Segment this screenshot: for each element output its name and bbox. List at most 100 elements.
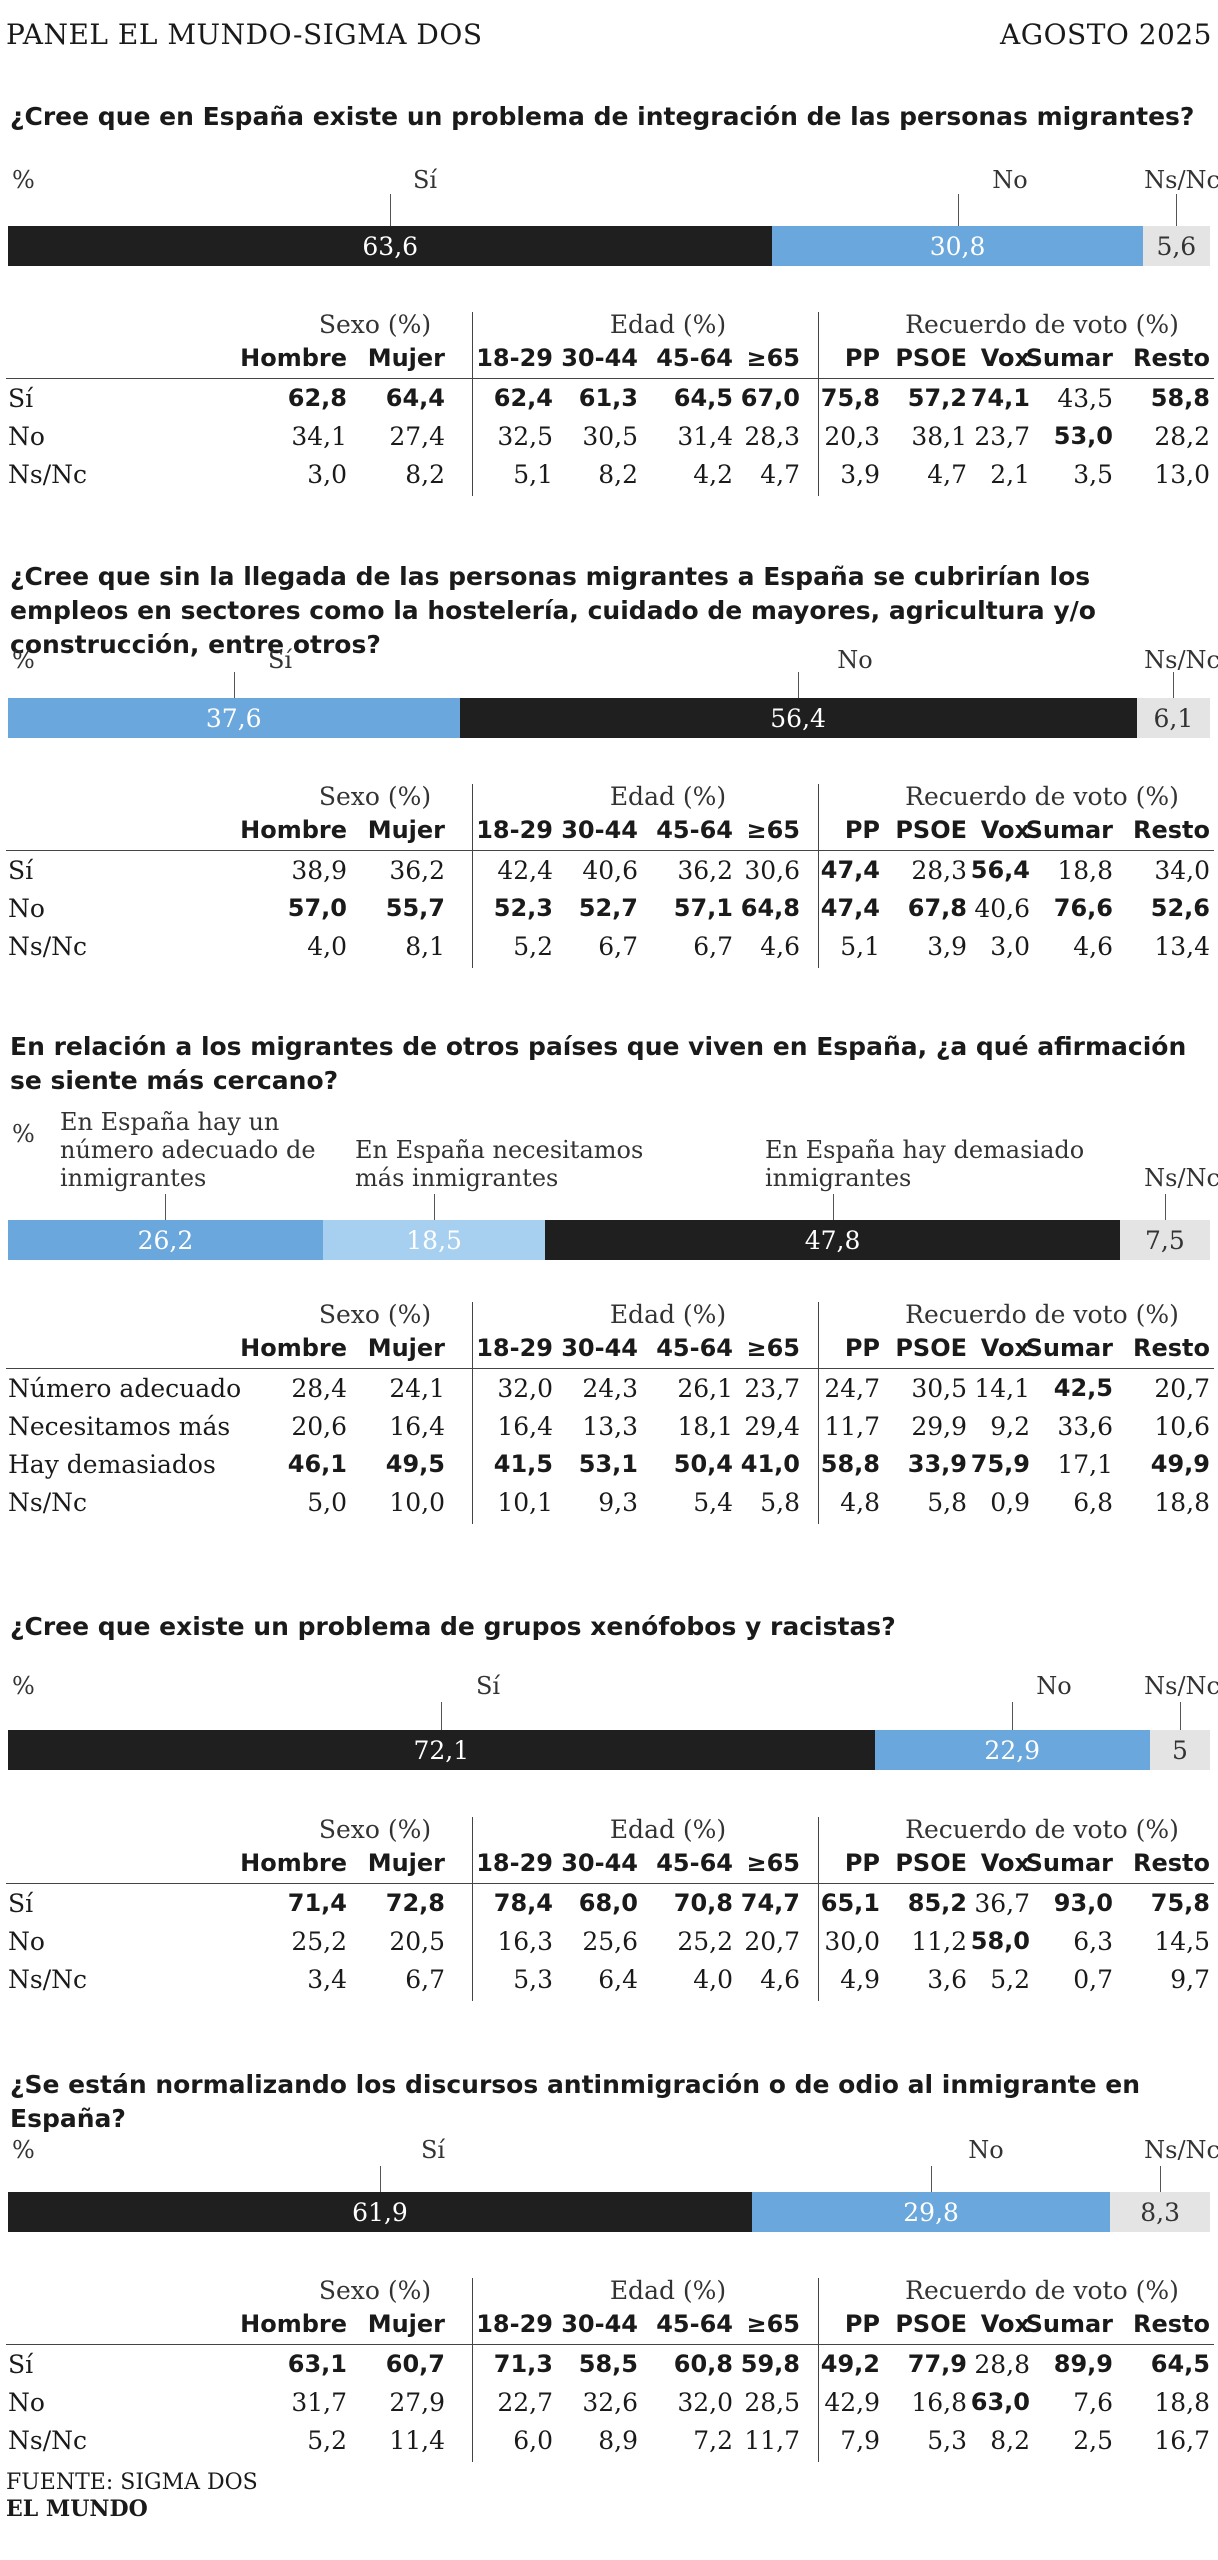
table-cell: 63,1	[287, 2350, 347, 2378]
column-header-pp: PP	[844, 2310, 880, 2338]
column-header-mujer: Mujer	[367, 344, 445, 372]
table-cell: 56,4	[970, 856, 1030, 884]
column-header-resto: Resto	[1132, 2310, 1210, 2338]
column-header-18-29: 18-29	[476, 1849, 553, 1877]
group-divider	[818, 1302, 819, 1524]
table-cell: 0,7	[1073, 1965, 1113, 1994]
table-cell: 6,7	[693, 932, 733, 961]
table-cell: 36,2	[677, 856, 733, 885]
series-label: En España hay demasiado inmigrantes	[765, 1136, 1085, 1192]
table-cell: 2,5	[1073, 2426, 1113, 2455]
table-row-label: Sí	[8, 856, 34, 885]
table-cell: 52,3	[493, 894, 553, 922]
table-cell: 64,8	[740, 894, 800, 922]
table-row-label: Ns/Nc	[8, 932, 88, 961]
table-cell: 10,6	[1154, 1412, 1210, 1441]
series-tick	[1180, 1702, 1181, 1730]
series-label: Ns/Nc	[1144, 646, 1218, 674]
table-cell: 31,7	[291, 2388, 347, 2417]
table-cell: 18,8	[1154, 2388, 1210, 2417]
column-header-30-44: 30-44	[561, 344, 638, 372]
column-header-psoe: PSOE	[895, 816, 967, 844]
table-cell: 34,0	[1154, 856, 1210, 885]
table-cell: 6,7	[598, 932, 638, 961]
table-cell: 49,2	[820, 2350, 880, 2378]
table-row-label: Sí	[8, 384, 34, 413]
table-row-label: No	[8, 894, 45, 923]
table-cell: 89,9	[1053, 2350, 1113, 2378]
table-cell: 18,8	[1057, 856, 1113, 885]
table-cell: 53,0	[1053, 422, 1113, 450]
table-cell: 5,3	[927, 2426, 967, 2455]
column-header-sumar: Sumar	[1025, 344, 1113, 372]
series-label: En España necesitamos más inmigrantes	[355, 1136, 644, 1192]
table-cell: 18,1	[677, 1412, 733, 1441]
table-cell: 20,7	[744, 1927, 800, 1956]
table-cell: 16,8	[911, 2388, 967, 2417]
column-header-30-44: 30-44	[561, 1849, 638, 1877]
column-header-ge65: ≥65	[746, 2310, 800, 2338]
table-cell: 4,2	[693, 460, 733, 489]
column-header-18-29: 18-29	[476, 816, 553, 844]
table-cell: 5,8	[760, 1488, 800, 1517]
group-divider	[472, 1817, 473, 2001]
table-cell: 58,5	[578, 2350, 638, 2378]
table-cell: 64,5	[1150, 2350, 1210, 2378]
table-cell: 49,5	[385, 1450, 445, 1478]
group-header-sexo: Sexo (%)	[318, 1815, 432, 1844]
table-cell: 43,5	[1057, 384, 1113, 413]
group-header-recuerdo-de-voto: Recuerdo de voto (%)	[905, 782, 1179, 811]
group-header-sexo: Sexo (%)	[318, 310, 432, 339]
table-cell: 34,1	[291, 422, 347, 451]
table-cell: 5,8	[927, 1488, 967, 1517]
bar-segment-si: 63,6	[8, 226, 773, 266]
group-divider	[818, 1817, 819, 2001]
table-cell: 8,1	[405, 932, 445, 961]
series-label: Sí	[420, 2136, 446, 2164]
table-header-rule	[6, 1883, 1214, 1884]
column-header-resto: Resto	[1132, 1849, 1210, 1877]
table-row-label: Ns/Nc	[8, 1488, 88, 1517]
group-header-recuerdo-de-voto: Recuerdo de voto (%)	[905, 1815, 1179, 1844]
table-cell: 4,0	[693, 1965, 733, 1994]
table-cell: 64,5	[673, 384, 733, 412]
table-cell: 71,4	[287, 1889, 347, 1917]
table-cell: 5,4	[693, 1488, 733, 1517]
bar-segment-en-espana-hay-un-numero-adecuado-de-inmi: 26,2	[8, 1220, 323, 1260]
series-label: Ns/Nc	[1144, 1672, 1218, 1700]
table-cell: 40,6	[974, 894, 1030, 923]
table-row-label: No	[8, 1927, 45, 1956]
table-cell: 30,6	[744, 856, 800, 885]
table-cell: 23,7	[974, 422, 1030, 451]
series-tick	[234, 672, 235, 698]
table-cell: 42,5	[1053, 1374, 1113, 1402]
bar-segment-en-espana-necesitamos-mas-inmigrantes: 18,5	[322, 1220, 546, 1260]
table-cell: 8,2	[990, 2426, 1030, 2455]
column-header-30-44: 30-44	[561, 1334, 638, 1362]
table-cell: 30,5	[911, 1374, 967, 1403]
question-title: ¿Cree que existe un problema de grupos x…	[10, 1612, 896, 1641]
table-cell: 28,3	[911, 856, 967, 885]
bar-segment-no: 29,8	[752, 2192, 1111, 2232]
source-label: FUENTE: SIGMA DOS	[6, 2470, 258, 2495]
table-cell: 70,8	[673, 1889, 733, 1917]
table-cell: 10,1	[497, 1488, 553, 1517]
group-divider	[472, 2278, 473, 2462]
table-cell: 4,7	[927, 460, 967, 489]
table-cell: 13,3	[582, 1412, 638, 1441]
table-cell: 6,7	[405, 1965, 445, 1994]
table-cell: 60,8	[673, 2350, 733, 2378]
table-cell: 55,7	[385, 894, 445, 922]
column-header-vox: Vox	[980, 2310, 1030, 2338]
table-cell: 3,9	[840, 460, 880, 489]
table-cell: 68,0	[578, 1889, 638, 1917]
column-header-sumar: Sumar	[1025, 1334, 1113, 1362]
column-header-hombre: Hombre	[240, 2310, 347, 2338]
table-cell: 26,1	[677, 1374, 733, 1403]
table-cell: 72,8	[385, 1889, 445, 1917]
column-header-45-64: 45-64	[656, 816, 733, 844]
group-divider	[472, 1302, 473, 1524]
column-header-18-29: 18-29	[476, 1334, 553, 1362]
column-header-ge65: ≥65	[746, 1849, 800, 1877]
table-cell: 20,7	[1154, 1374, 1210, 1403]
